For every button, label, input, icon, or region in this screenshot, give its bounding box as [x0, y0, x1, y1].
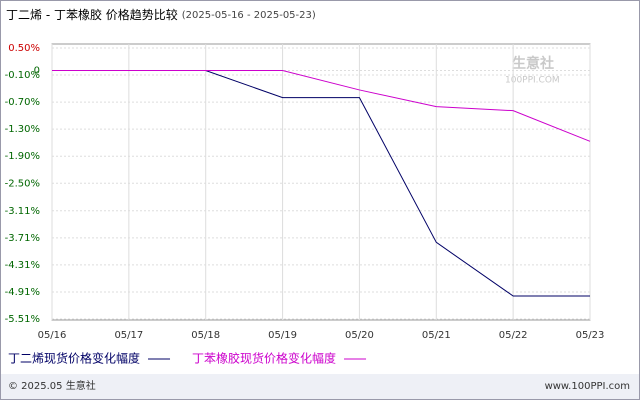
subtitle: (2025-05-16 - 2025-05-23) [182, 10, 316, 21]
legend-label: 丁二烯现货价格变化幅度 [8, 351, 140, 366]
legend-label: 丁苯橡胶现货价格变化幅度 [192, 351, 336, 366]
y-tick-label: 0 [34, 66, 40, 77]
y-tick-label: -2.50% [5, 178, 40, 189]
watermark: 生意社 [512, 55, 554, 72]
x-tick-label: 05/22 [499, 330, 528, 341]
footer-left: © 2025.05 生意社 [8, 379, 96, 392]
x-tick-label: 05/19 [268, 330, 297, 341]
y-tick-label: -3.71% [5, 233, 40, 244]
y-tick-label: -4.31% [5, 260, 40, 271]
y-tick-label: -1.90% [5, 151, 40, 162]
x-tick-label: 05/21 [422, 330, 451, 341]
watermark: 100PPI.COM [505, 76, 560, 86]
footer-bar [1, 374, 639, 399]
footer-right: www.100PPI.com [545, 381, 630, 392]
x-tick-label: 05/23 [576, 330, 605, 341]
x-tick-label: 05/17 [114, 330, 143, 341]
x-tick-label: 05/18 [191, 330, 220, 341]
y-tick-label: 0.50% [8, 43, 40, 54]
title: 丁二烯 - 丁苯橡胶 价格趋势比较 [6, 7, 178, 22]
y-tick-label: -3.11% [5, 206, 40, 217]
series-line [52, 70, 591, 142]
x-tick-label: 05/20 [345, 330, 374, 341]
y-tick-label: -5.51% [5, 314, 40, 325]
x-tick-label: 05/16 [38, 330, 67, 341]
chart-title: 丁二烯 - 丁苯橡胶 价格趋势比较 (2025-05-16 - 2025-05-2… [6, 7, 316, 22]
y-tick-label: -0.70% [5, 97, 40, 108]
y-tick-label: -1.30% [5, 124, 40, 135]
y-tick-label: -4.91% [5, 287, 40, 298]
y-tick-label: -0.10% [5, 70, 40, 81]
